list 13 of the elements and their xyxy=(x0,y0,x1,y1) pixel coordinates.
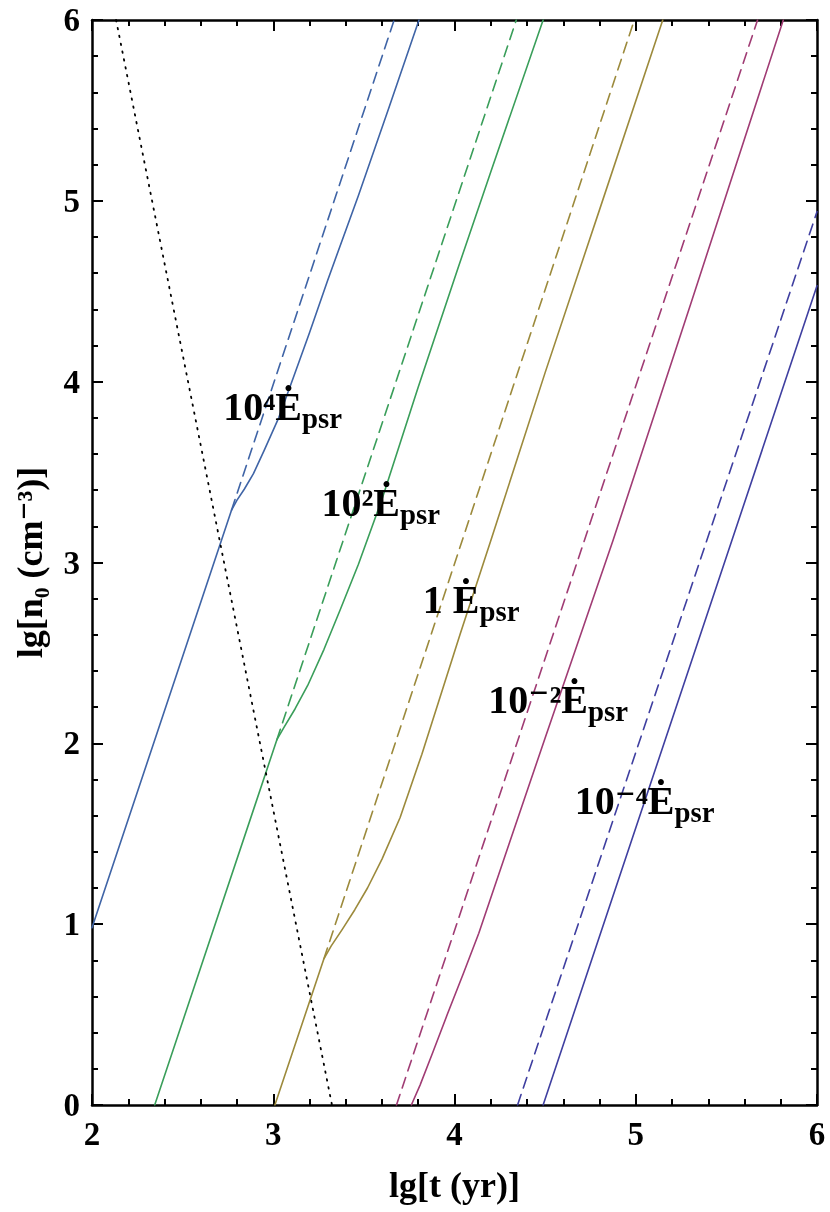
y-tick-label: 4 xyxy=(63,363,80,400)
y-tick-label: 2 xyxy=(63,725,80,762)
x-tick-label: 6 xyxy=(808,1115,826,1152)
x-tick-label: 5 xyxy=(627,1115,644,1152)
y-axis-title: lg[n₀ (cm⁻³)] xyxy=(10,466,50,659)
x-tick-label: 3 xyxy=(265,1115,282,1152)
y-tick-label: 6 xyxy=(63,2,80,38)
y-tick-label: 1 xyxy=(63,906,80,943)
y-tick-label: 0 xyxy=(63,1087,80,1123)
y-tick-label: 3 xyxy=(63,544,80,581)
y-tick-label: 5 xyxy=(63,182,80,219)
x-axis-title: lg[t (yr)] xyxy=(389,1165,520,1205)
x-tick-label: 4 xyxy=(446,1115,463,1152)
